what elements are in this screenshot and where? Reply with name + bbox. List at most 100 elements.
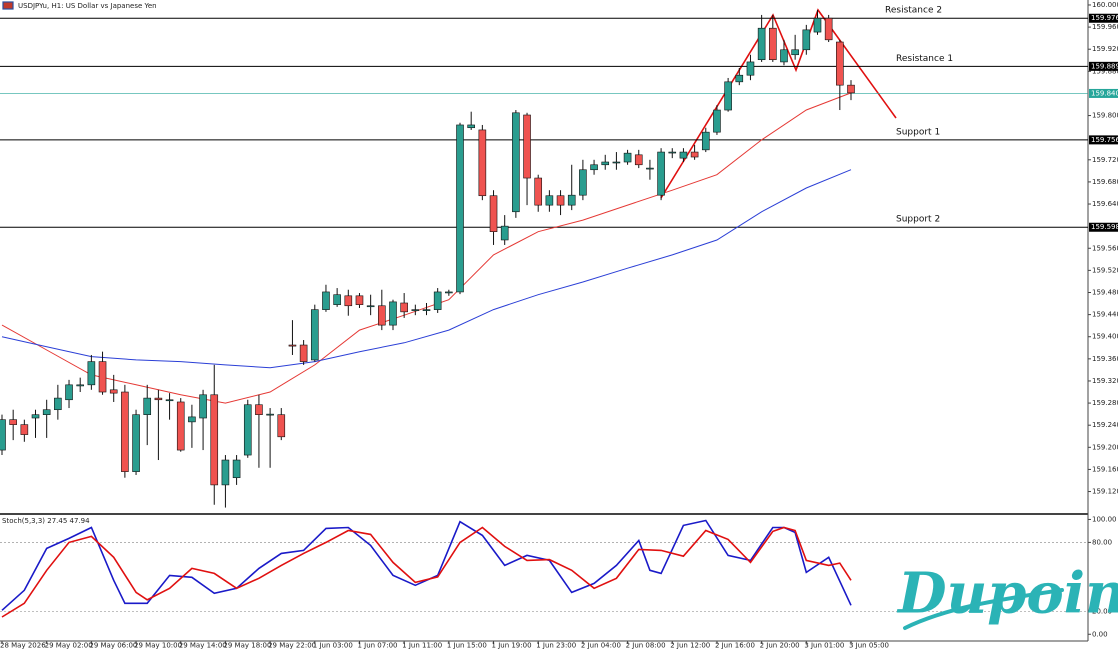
candle-body: [445, 291, 453, 294]
x-tick-label: 1 Jun 19:00: [492, 642, 532, 650]
x-tick-label: 2 Jun 08:00: [626, 642, 666, 650]
x-tick-label: 2 Jun 20:00: [760, 642, 800, 650]
y-tick-label: 159.120: [1092, 488, 1118, 496]
candle-body: [489, 195, 498, 232]
x-tick-label: 2 Jun 04:00: [581, 642, 621, 650]
candle-body: [232, 459, 241, 479]
candle-body: [847, 84, 855, 94]
candle-body: [556, 195, 565, 206]
x-tick-label: 3 Jun 01:00: [804, 642, 844, 650]
x-tick-label: 1 Jun 15:00: [447, 642, 487, 650]
candle-body: [634, 154, 643, 166]
level-tag: [1089, 61, 1118, 71]
candle-body: [76, 384, 84, 387]
x-tick-label: 29 May 14:00: [179, 642, 227, 650]
y-tick-label: 159.680: [1092, 178, 1118, 186]
chart-title: USDJPYu, H1: US Dollar vs Japanese Yen: [18, 2, 157, 10]
level-name: Resistance 1: [896, 54, 953, 64]
candle-body: [724, 81, 732, 111]
candle-body: [176, 401, 185, 451]
level-name: Support 1: [896, 127, 940, 137]
candle-body: [221, 459, 230, 486]
y-tick-label: 159.560: [1092, 244, 1118, 252]
candle-body: [657, 151, 665, 196]
y-tick-label: 159.880: [1092, 67, 1118, 75]
candle-body: [255, 404, 263, 415]
stoch-y-tick-label: 80.00: [1092, 538, 1112, 546]
candle-body: [87, 361, 96, 386]
candle-body: [813, 17, 822, 33]
candle-body: [20, 424, 29, 435]
candle-body: [612, 161, 621, 164]
candle-body: [31, 414, 40, 419]
level-name: Resistance 2: [885, 6, 942, 16]
candle-body: [802, 29, 811, 51]
candle-body: [310, 309, 319, 361]
level-tag: [1089, 135, 1118, 145]
candle-body: [54, 397, 62, 411]
candle-body: [411, 309, 420, 311]
candle-body: [690, 151, 699, 158]
candle-body: [109, 389, 118, 394]
level-name: Support 2: [896, 215, 940, 225]
stoch-y-tick-label: 100.00: [1092, 515, 1117, 523]
x-tick-label: 29 May 18:00: [223, 642, 271, 650]
x-tick-label: 1 Jun 23:00: [536, 642, 576, 650]
candle-body: [42, 409, 51, 415]
candle-body: [199, 394, 207, 419]
y-tick-label: 159.640: [1092, 200, 1118, 208]
x-tick-label: 28 May 2026: [0, 642, 46, 650]
candle-body: [623, 152, 632, 163]
level-value-label: 159.840: [1091, 89, 1118, 97]
candle-body: [9, 419, 17, 425]
candle-body: [154, 397, 163, 401]
x-tick-label: 2 Jun 16:00: [715, 642, 755, 650]
candle-body: [500, 225, 509, 241]
symbol-icon: [2, 1, 14, 10]
candle-body: [143, 397, 152, 415]
candle-body: [344, 295, 353, 307]
candle-body: [333, 294, 341, 305]
candle-body: [366, 305, 375, 308]
stoch-label: Stoch(5,3,3) 27.45 47.94: [2, 517, 90, 525]
candle-body: [757, 27, 766, 61]
level-value-label: 159.976: [1091, 14, 1118, 22]
candle-body: [188, 416, 196, 423]
y-tick-label: 159.280: [1092, 399, 1118, 407]
y-tick-label: 159.480: [1092, 288, 1118, 296]
stoch-y-tick-label: 20.00: [1092, 607, 1112, 615]
level-tag: [1089, 222, 1118, 232]
y-tick-label: 159.960: [1092, 23, 1118, 31]
candle-body: [478, 129, 487, 197]
candle-body: [98, 361, 107, 393]
candle-body: [780, 49, 788, 63]
candle-body: [646, 167, 654, 170]
candle-body: [467, 124, 475, 129]
candle-body: [668, 151, 677, 154]
candle-body: [132, 414, 140, 472]
candle-body: [746, 61, 755, 76]
candle-body: [165, 399, 174, 402]
candle-body: [266, 413, 274, 416]
candle-body: [456, 124, 464, 293]
candle-body: [579, 169, 587, 196]
y-tick-label: 159.520: [1092, 266, 1118, 274]
stoch-y-tick-label: 0.00: [1092, 630, 1108, 638]
y-tick-label: 159.440: [1092, 311, 1118, 319]
y-tick-label: 159.360: [1092, 355, 1118, 363]
candle-body: [590, 164, 598, 171]
candle-body: [601, 161, 610, 166]
candle-body: [679, 151, 688, 159]
level-value-label: 159.756: [1091, 136, 1118, 144]
y-tick-label: 159.400: [1092, 333, 1118, 341]
candle-body: [299, 344, 308, 362]
y-tick-label: 160.000: [1092, 1, 1118, 9]
candle-body: [389, 301, 397, 326]
candle-body: [534, 177, 543, 206]
level-value-label: 159.889: [1091, 62, 1118, 70]
x-tick-label: 3 Jun 05:00: [849, 642, 889, 650]
stoch-line: [1, 526, 852, 618]
x-tick-label: 29 May 06:00: [89, 642, 137, 650]
candle-body: [322, 291, 330, 310]
